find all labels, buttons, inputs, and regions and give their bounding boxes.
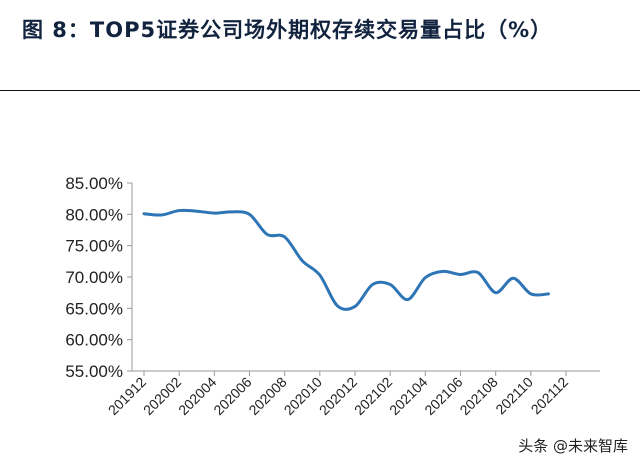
data-point: [265, 233, 269, 236]
data-point: [388, 283, 392, 286]
data-point: [142, 212, 146, 215]
watermark: 头条 @未来智库: [518, 437, 628, 455]
data-point: [406, 298, 409, 301]
x-tick-label: 202010: [281, 374, 325, 418]
data-point: [529, 292, 533, 296]
data-point: [459, 273, 462, 276]
x-tick-label: 202110: [492, 374, 536, 418]
x-tick-label: 202002: [140, 374, 184, 418]
data-point: [283, 235, 286, 239]
data-point: [441, 270, 445, 273]
x-tick-label: 202102: [351, 374, 395, 418]
data-point: [476, 271, 480, 274]
series-layer: [142, 208, 550, 311]
title-divider: [0, 90, 640, 91]
y-tick-label: 70.00%: [65, 268, 123, 287]
data-point: [213, 211, 216, 215]
x-tick-label: 202112: [528, 374, 572, 418]
y-tick-label: 55.00%: [65, 362, 123, 381]
y-axis: 85.00% 80.00% 75.00% 70.00% 65.00% 60.00% 55.0…: [65, 174, 133, 381]
figure-title: 图 8：TOP5证券公司场外期权存续交易量占比（%）: [22, 18, 553, 42]
x-tick-label: 202012: [316, 374, 360, 418]
y-tick-label: 80.00%: [65, 205, 123, 224]
data-point: [160, 213, 163, 217]
data-point: [318, 273, 322, 277]
x-tick-label: 202104: [386, 374, 430, 418]
data-point: [248, 213, 251, 216]
x-tick-label: 202108: [456, 374, 500, 418]
data-point: [177, 209, 181, 212]
series-line-group: [142, 208, 550, 311]
data-point: [336, 304, 339, 308]
data-point: [494, 291, 497, 294]
y-tick-label: 60.00%: [65, 331, 123, 350]
data-point: [424, 276, 427, 279]
data-point: [547, 292, 550, 296]
x-tick-label: 202106: [421, 374, 465, 418]
y-tick-label: 75.00%: [65, 237, 123, 256]
data-point: [512, 277, 515, 280]
x-axis: 2019122020022020042020062020082020102020…: [105, 370, 600, 418]
data-point: [301, 259, 304, 262]
data-point: [371, 283, 374, 286]
x-tick-label: 202008: [245, 374, 289, 418]
data-point: [353, 305, 357, 308]
data-point: [230, 210, 234, 214]
x-tick-label: 202004: [175, 374, 219, 418]
y-tick-label: 65.00%: [65, 299, 123, 318]
y-tick-label: 85.00%: [65, 174, 123, 193]
series-line: [142, 208, 550, 311]
data-point: [195, 210, 198, 213]
x-tick-label: 202006: [210, 374, 254, 418]
